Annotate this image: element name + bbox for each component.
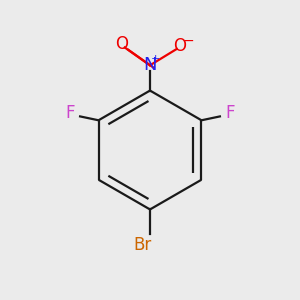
Text: O: O (115, 35, 128, 53)
Text: +: + (151, 54, 160, 64)
Text: F: F (65, 104, 75, 122)
Text: Br: Br (134, 236, 152, 253)
Text: N: N (143, 56, 157, 74)
Text: F: F (225, 104, 235, 122)
Text: −: − (182, 34, 194, 48)
Text: O: O (173, 37, 186, 55)
